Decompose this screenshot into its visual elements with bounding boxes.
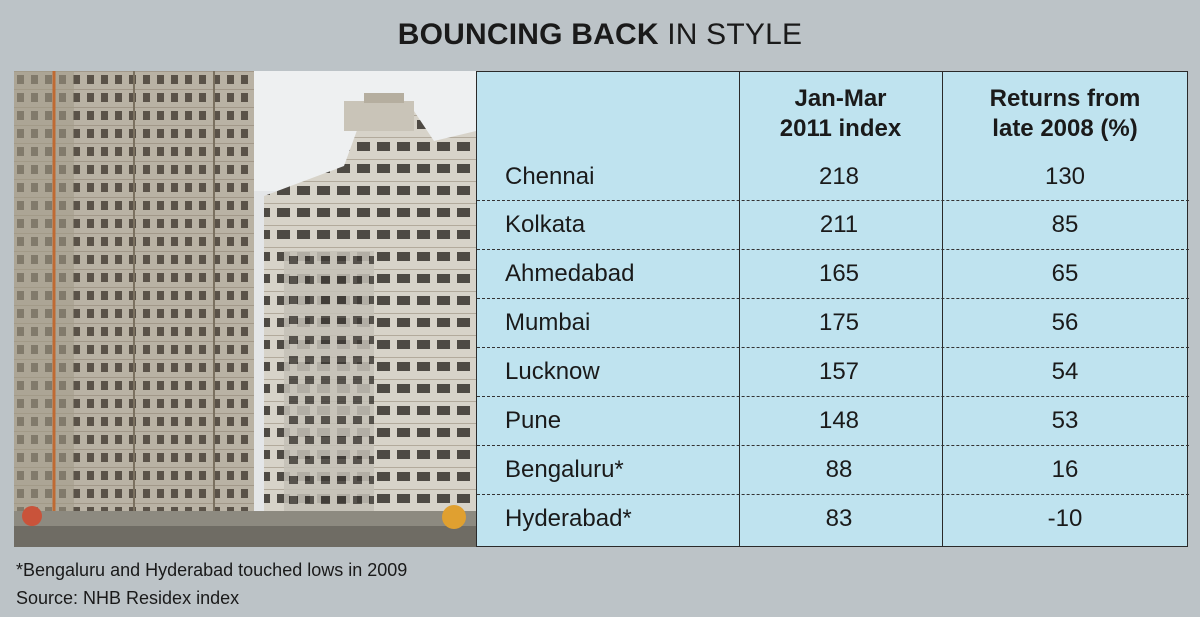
title-light: IN STYLE <box>667 18 803 51</box>
cell-city: Pune <box>505 407 562 434</box>
cell-returns: 54 <box>1051 358 1079 385</box>
table-row: Mumbai 175 56 <box>477 298 1189 347</box>
cell-returns: 53 <box>1051 407 1079 434</box>
table-row: Lucknow 157 54 <box>477 347 1189 396</box>
table-row: Pune 148 53 <box>477 396 1189 445</box>
title-bold: BOUNCING BACK <box>397 18 659 51</box>
cell-city: Ahmedabad <box>505 260 635 287</box>
cell-returns: -10 <box>1047 505 1083 532</box>
source-note: Source: NHB Residex index <box>16 588 240 608</box>
footnote: *Bengaluru and Hyderabad touched lows in… <box>16 560 408 580</box>
table-row: Hyderabad* 83 -10 <box>477 494 1189 543</box>
cell-index: 148 <box>818 407 860 434</box>
table-row: Kolkata 211 85 <box>477 200 1189 249</box>
cell-city: Chennai <box>505 163 595 190</box>
building-illustration <box>14 71 476 547</box>
cell-city: Mumbai <box>505 309 591 336</box>
cell-returns: 130 <box>1044 163 1086 190</box>
cell-index: 211 <box>819 211 859 238</box>
cell-index: 88 <box>825 456 853 483</box>
table-row: Chennai 218 130 <box>477 153 1189 202</box>
cell-city: Lucknow <box>505 358 600 385</box>
cell-index: 218 <box>818 163 860 190</box>
cell-city: Hyderabad* <box>505 505 632 532</box>
column-divider <box>739 72 740 546</box>
cell-index: 165 <box>818 260 860 287</box>
column-divider <box>942 72 943 546</box>
cell-city: Bengaluru* <box>505 456 624 483</box>
cell-returns: 56 <box>1051 309 1079 336</box>
cell-index: 175 <box>818 309 860 336</box>
column-header-returns: Returns from late 2008 (%) <box>942 84 1188 144</box>
cell-index: 157 <box>818 358 860 385</box>
header-line: late 2008 (%) <box>992 115 1138 142</box>
data-table: Jan-Mar 2011 index Returns from late 200… <box>476 71 1189 547</box>
header-line: Jan-Mar <box>794 85 887 112</box>
header-line: 2011 index <box>779 115 902 142</box>
table-row: Ahmedabad 165 65 <box>477 249 1189 298</box>
cell-returns: 16 <box>1051 456 1079 483</box>
cell-city: Kolkata <box>505 211 586 238</box>
building-photo <box>14 71 476 547</box>
cell-returns: 65 <box>1051 260 1079 287</box>
cell-index: 83 <box>825 505 853 532</box>
header-line: Returns from <box>989 85 1141 112</box>
cell-returns: 85 <box>1051 211 1079 238</box>
column-header-index: Jan-Mar 2011 index <box>739 84 942 144</box>
table-row: Bengaluru* 88 16 <box>477 445 1189 494</box>
chart-title: BOUNCING BACK IN STYLE <box>0 18 1200 52</box>
